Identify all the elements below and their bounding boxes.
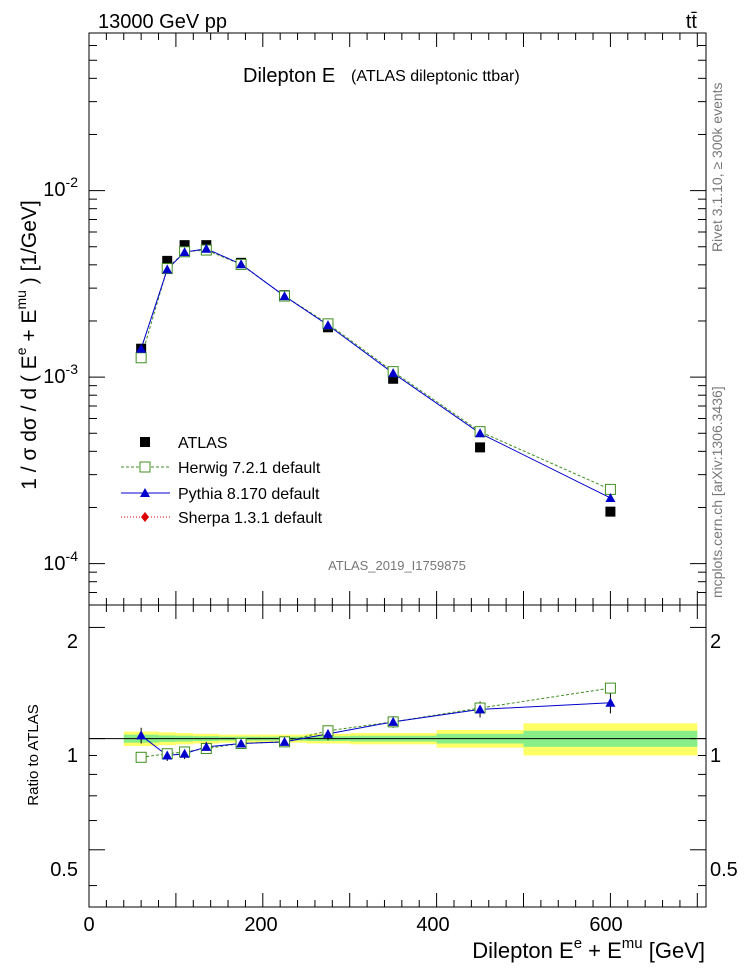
ratio-ytick-05-right: 0.5 [710, 859, 738, 881]
legend-marker-pythia [140, 488, 150, 497]
ratio-ytick-1-right: 1 [710, 745, 721, 767]
side-label-mcplots: mcplots.cern.ch [arXiv:1306.3436] [709, 386, 725, 598]
pythia-point [322, 320, 333, 330]
ratio-herwig-point [604, 682, 616, 694]
atlas-point [179, 240, 190, 251]
ratio-ytick-05-left: 0.5 [50, 859, 78, 881]
ratio-pythia-point [279, 736, 290, 746]
side-label-rivet: Rivet 3.1.10, ≥ 300k events [709, 82, 725, 252]
x-axis-title: Dilepton Ee + Emu [GeV] [472, 935, 705, 963]
pythia-point [201, 243, 212, 253]
legend-label-sherpa: Sherpa 1.3.1 default [178, 510, 323, 527]
atlas-point [162, 255, 173, 266]
xtick-label-400: 400 [416, 914, 449, 936]
pythia-point [179, 247, 190, 257]
legend-label-herwig: Herwig 7.2.1 default [178, 460, 321, 477]
ytick-label-1e-4: 10-4 [43, 548, 78, 575]
ratio-pythia-point [179, 748, 190, 758]
y-axis-title: 1 / σ dσ / d ( Ee + Emu ) [1/GeV] [13, 200, 41, 490]
main-panel-ticks [88, 32, 706, 606]
legend-marker-atlas [140, 437, 150, 447]
herwig-point [604, 483, 616, 495]
ratio-pythia-point [201, 741, 212, 751]
pythia-point [136, 343, 147, 353]
main-series-layer [135, 240, 616, 517]
legend-marker-sherpa [141, 512, 149, 522]
xtick-label-200: 200 [244, 914, 277, 936]
process-label: tt̄ [686, 11, 698, 33]
atlas-point [605, 506, 616, 517]
ratio-pythia-point [605, 697, 616, 707]
legend: ATLAS Herwig 7.2.1 default Pythia 8.170 … [121, 435, 323, 527]
legend-marker-herwig [139, 461, 151, 473]
pythia-line [140, 248, 611, 499]
xtick-label-600: 600 [589, 914, 622, 936]
pythia-point [162, 264, 173, 274]
plot-title: Dilepton E [243, 65, 335, 87]
ratio-ytick-1-left: 1 [67, 745, 78, 767]
ratio-pythia-point [388, 716, 399, 726]
energy-label: 13000 GeV pp [98, 11, 227, 33]
pythia-point [236, 259, 247, 269]
ratio-pythia-point [322, 728, 333, 738]
pythia-point [388, 368, 399, 378]
ratio-ytick-2-left: 2 [67, 631, 78, 653]
ratio-herwig-point [135, 751, 147, 763]
ratio-pythia-line [140, 702, 611, 757]
herwig-line [140, 249, 611, 490]
herwig-point [135, 352, 147, 364]
pythia-point [475, 428, 486, 438]
ytick-label-1e-2: 10-2 [43, 174, 78, 201]
ratio-pythia-point [475, 704, 486, 714]
ratio-pythia-point [136, 730, 147, 740]
legend-label-atlas: ATLAS [178, 435, 228, 452]
ratio-ytick-2-right: 2 [710, 631, 721, 653]
ratio-pythia-point [236, 738, 247, 748]
analysis-id: ATLAS_2019_I1759875 [328, 558, 466, 573]
atlas-point [475, 442, 486, 453]
ytick-label-1e-3: 10-3 [43, 361, 78, 388]
xtick-label-0: 0 [83, 914, 94, 936]
pythia-point [279, 291, 290, 301]
plot-subtitle: (ATLAS dileptonic ttbar) [351, 68, 520, 85]
ratio-series-layer [135, 682, 616, 763]
legend-label-pythia: Pythia 8.170 default [178, 486, 320, 503]
pythia-point [605, 492, 616, 502]
ratio-y-axis-title: Ratio to ATLAS [25, 704, 42, 805]
ratio-panel-ticks [88, 605, 706, 907]
ratio-pythia-point [162, 750, 173, 760]
atlas-point [388, 373, 399, 384]
